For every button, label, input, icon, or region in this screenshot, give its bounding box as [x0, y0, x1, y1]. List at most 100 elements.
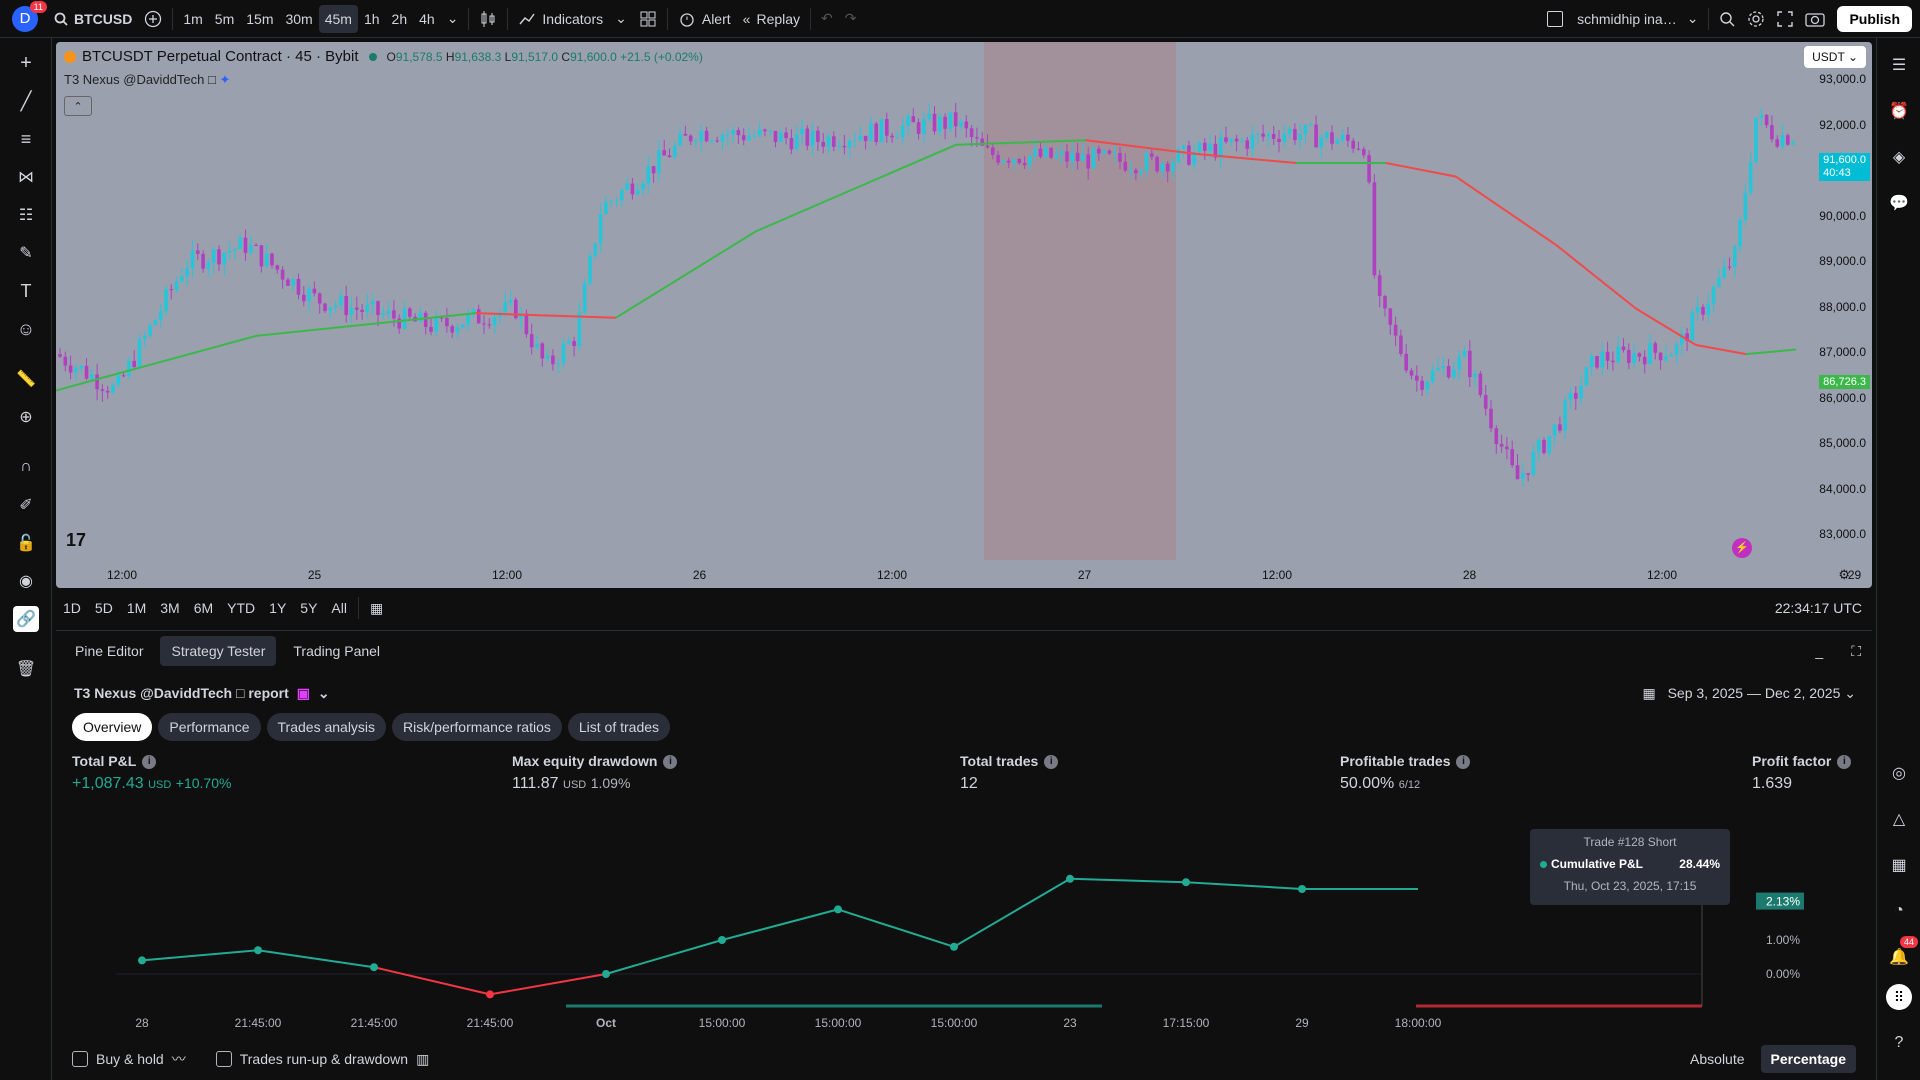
delete-tool[interactable]: 🗑	[13, 656, 39, 682]
axis-settings-icon[interactable]: ⚙	[1838, 567, 1850, 582]
range-3m[interactable]: 3M	[160, 600, 180, 616]
minimize-panel-button[interactable]: _	[1804, 636, 1834, 666]
horizontal-lines-tool[interactable]: ≡	[13, 126, 39, 152]
tab-strategy-tester[interactable]: Strategy Tester	[160, 636, 277, 666]
info-icon[interactable]: i	[1456, 755, 1471, 770]
subtab-list-of-trades[interactable]: List of trades	[567, 713, 671, 741]
quick-search-button[interactable]	[1713, 0, 1741, 38]
emoji-tool[interactable]: ☺	[13, 316, 39, 342]
date-range-button[interactable]: ▦	[363, 600, 390, 617]
object-tree-button[interactable]: ◈	[1886, 144, 1912, 170]
subtab-trades-analysis[interactable]: Trades analysis	[266, 713, 387, 741]
range-all[interactable]: All	[331, 600, 347, 616]
layouts-button[interactable]	[633, 0, 663, 38]
range-6m[interactable]: 6M	[193, 600, 214, 616]
equity-point[interactable]	[486, 990, 494, 999]
price-chart[interactable]: BTCUSDT Perpetual Contract · 45 · Bybit …	[56, 42, 1872, 588]
magnet-tool[interactable]: ∩	[13, 454, 39, 480]
lightning-icon[interactable]: ⚡	[1732, 538, 1752, 558]
indicators-dropdown[interactable]: ⌄	[609, 0, 633, 38]
candles-svg[interactable]	[56, 42, 1872, 588]
info-icon[interactable]: i	[663, 755, 678, 770]
range-1d[interactable]: 1D	[63, 600, 81, 616]
date-range-selector[interactable]: ▦ Sep 3, 2025 — Dec 2, 2025 ⌄	[1642, 685, 1856, 702]
tf-1h[interactable]: 1h	[363, 10, 380, 27]
apps-button[interactable]: ⠿	[1886, 984, 1912, 1010]
currency-selector[interactable]: USDT ⌄	[1804, 46, 1866, 68]
calendar-button[interactable]: ▦	[1886, 852, 1912, 878]
equity-point[interactable]	[1182, 878, 1190, 887]
range-5d[interactable]: 5D	[94, 600, 113, 616]
subtab-risk-ratios[interactable]: Risk/performance ratios	[392, 713, 562, 741]
collapse-legend-button[interactable]: ⌃	[64, 96, 92, 116]
lock-tool[interactable]: 🔓	[13, 530, 39, 556]
tf-45m[interactable]: 45m	[318, 4, 358, 33]
subtab-overview[interactable]: Overview	[72, 713, 153, 741]
indicators-button[interactable]: Indicators	[512, 0, 609, 38]
target-button[interactable]: ◎	[1886, 760, 1912, 786]
watchlist-button[interactable]: ☰	[1886, 52, 1912, 78]
add-symbol-button[interactable]	[138, 0, 168, 38]
link-tool[interactable]: 🔗	[13, 606, 39, 632]
layout-menu[interactable]: schmidhip ina… ⌄	[1541, 0, 1704, 38]
notifications-button[interactable]: 🔔 44	[1886, 936, 1918, 970]
symbol-search[interactable]: BTCUSD	[48, 0, 138, 38]
ideas-button[interactable]: △	[1886, 806, 1912, 832]
tf-5m[interactable]: 5m	[214, 10, 235, 27]
equity-point[interactable]	[602, 970, 610, 978]
info-icon[interactable]: i	[142, 755, 157, 770]
range-ytd[interactable]: YTD	[227, 600, 256, 616]
utc-clock[interactable]: 22:34:17 UTC	[1774, 600, 1862, 616]
runup-checkbox[interactable]: Trades run-up & drawdown ▥	[215, 1051, 429, 1068]
tab-pine-editor[interactable]: Pine Editor	[75, 643, 144, 659]
equity-point[interactable]	[950, 942, 958, 951]
snapshot-button[interactable]	[1799, 0, 1831, 38]
tf-4h[interactable]: 4h	[419, 10, 435, 27]
chat-button[interactable]: 💬	[1886, 190, 1912, 216]
time-axis[interactable]: 12:002512:002612:002712:002812:002912:00…	[56, 562, 1872, 588]
info-icon[interactable]: i	[1837, 755, 1852, 770]
indicator-legend[interactable]: T3 Nexus @DaviddTech □ ✦	[64, 72, 230, 88]
info-icon[interactable]: i	[1044, 755, 1059, 770]
hide-tool[interactable]: ◉	[13, 568, 39, 594]
timeframe-dropdown[interactable]: ⌄	[441, 0, 465, 38]
buy-hold-checkbox[interactable]: Buy & hold 〰	[72, 1049, 186, 1069]
maximize-panel-button[interactable]: ⛶	[1840, 636, 1872, 667]
absolute-button[interactable]: Absolute	[1690, 1051, 1745, 1067]
equity-point[interactable]	[1066, 874, 1074, 883]
news-button[interactable]: ◔	[1886, 898, 1912, 924]
tf-2h[interactable]: 2h	[391, 10, 408, 27]
report-title[interactable]: T3 Nexus @DaviddTech □ report ▣ ⌄	[74, 685, 330, 702]
alert-button[interactable]: Alert	[672, 0, 737, 38]
equity-point[interactable]	[718, 936, 726, 944]
user-avatar[interactable]: D 11	[12, 0, 47, 32]
alerts-button[interactable]: ⏰	[1886, 98, 1912, 124]
ruler-tool[interactable]: 📏	[13, 366, 39, 392]
brush-tool[interactable]: ✎	[13, 240, 39, 266]
range-1m[interactable]: 1M	[126, 600, 147, 616]
chart-type-button[interactable]	[473, 0, 503, 38]
range-5y[interactable]: 5Y	[300, 600, 318, 616]
tf-15m[interactable]: 15m	[246, 10, 274, 27]
price-axis[interactable]: 93,000.092,000.091,000.090,000.089,000.0…	[1806, 42, 1872, 552]
range-1y[interactable]: 1Y	[269, 600, 287, 616]
tf-1m[interactable]: 1m	[183, 10, 203, 27]
tf-30m[interactable]: 30m	[285, 10, 313, 27]
equity-point[interactable]	[254, 946, 262, 955]
equity-chart[interactable]: 28 21:45:00 21:45:00 21:45:00 Oct 15:00:00 15:…	[56, 821, 1872, 1036]
fullscreen-button[interactable]	[1771, 0, 1799, 38]
percentage-button[interactable]: Percentage	[1760, 1045, 1856, 1073]
redo-button[interactable]: ↷	[839, 0, 863, 38]
fib-tool[interactable]: ☷	[13, 202, 39, 228]
stay-drawing-tool[interactable]: ✐	[13, 492, 39, 518]
help-button[interactable]: ?	[1886, 1030, 1912, 1056]
publish-button[interactable]: Publish	[1837, 5, 1912, 32]
equity-point[interactable]	[370, 963, 378, 972]
zoom-tool[interactable]: ⊕	[13, 404, 39, 430]
trendline-tool[interactable]: ╱	[13, 88, 39, 114]
crosshair-tool[interactable]: +	[13, 50, 39, 76]
settings-button[interactable]	[1741, 0, 1771, 38]
subtab-performance[interactable]: Performance	[158, 713, 261, 741]
equity-point[interactable]	[1298, 885, 1306, 893]
text-tool[interactable]: T	[13, 278, 39, 304]
